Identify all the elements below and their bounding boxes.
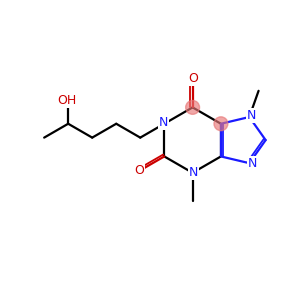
- Circle shape: [186, 100, 200, 114]
- Text: O: O: [189, 72, 199, 85]
- Text: N: N: [247, 109, 256, 122]
- Circle shape: [214, 117, 228, 131]
- Text: N: N: [189, 166, 198, 179]
- Text: OH: OH: [58, 94, 77, 107]
- Text: N: N: [248, 157, 257, 170]
- Text: N: N: [159, 116, 168, 129]
- Text: O: O: [134, 164, 144, 177]
